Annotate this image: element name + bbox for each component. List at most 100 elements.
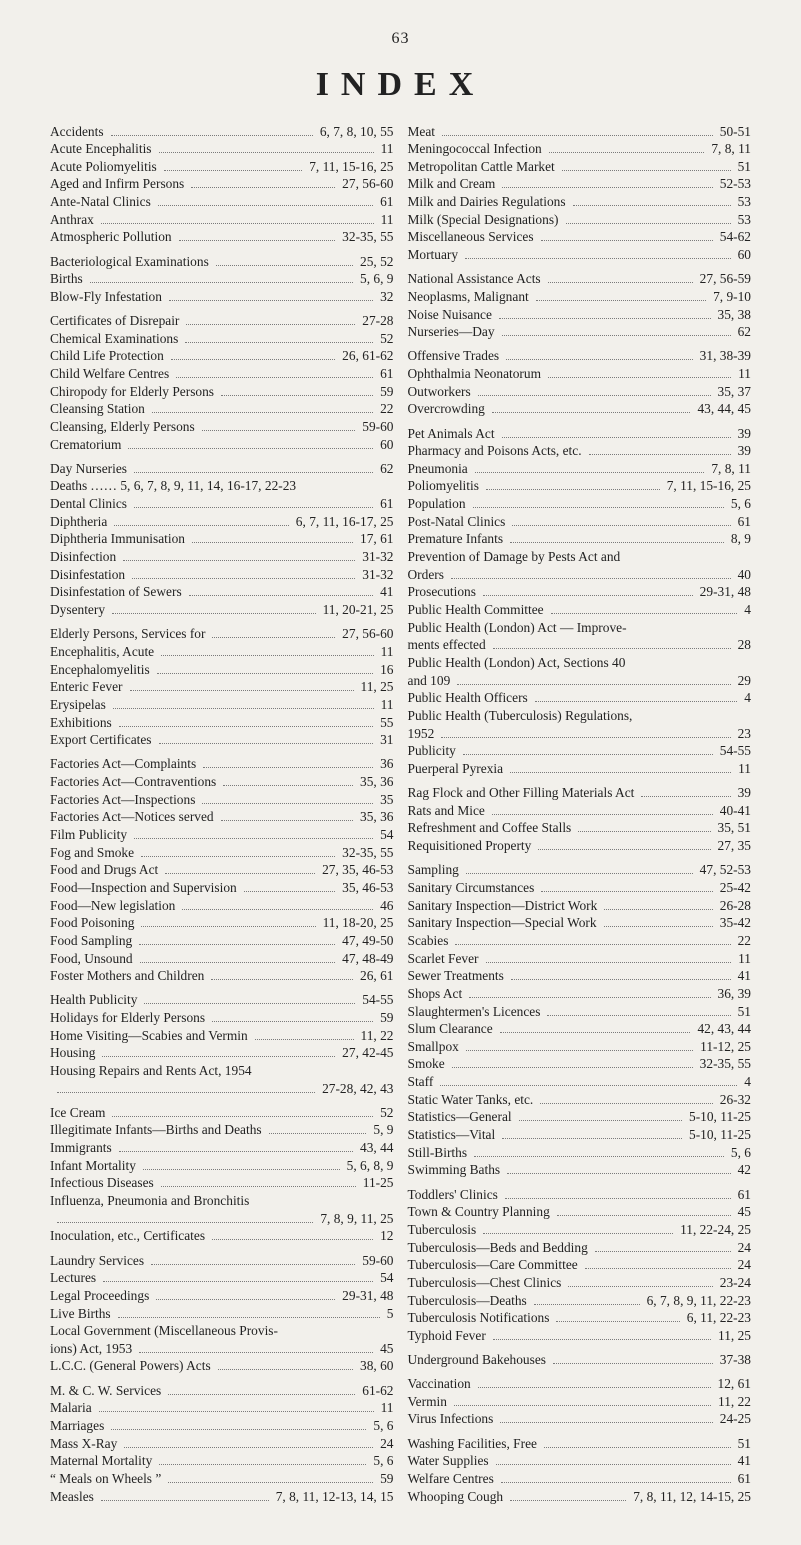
index-term: L.C.C. (General Powers) Acts bbox=[50, 1357, 214, 1374]
index-pages: 31 bbox=[377, 731, 393, 748]
index-entry: Housing Repairs and Rents Act, 1954 bbox=[50, 1062, 394, 1079]
index-entry: Staff4 bbox=[408, 1073, 752, 1090]
index-pages: 60 bbox=[377, 436, 393, 453]
index-term: Whooping Cough bbox=[408, 1488, 507, 1505]
index-term: Blow-Fly Infestation bbox=[50, 288, 165, 305]
dot-leader bbox=[585, 1268, 731, 1269]
dot-leader bbox=[493, 648, 731, 649]
index-entry: Static Water Tanks, etc.26-32 bbox=[408, 1091, 752, 1108]
index-entry: Public Health Officers4 bbox=[408, 689, 752, 706]
index-pages: 41 bbox=[377, 583, 393, 600]
index-pages: 52-53 bbox=[717, 175, 751, 192]
dot-leader bbox=[158, 205, 373, 206]
dot-leader bbox=[132, 578, 355, 579]
index-pages: 12, 61 bbox=[715, 1375, 751, 1392]
dot-leader bbox=[99, 1411, 374, 1412]
index-pages: 54-55 bbox=[717, 742, 751, 759]
index-pages: 4 bbox=[741, 1073, 751, 1090]
index-entry: Milk (Special Designations)53 bbox=[408, 211, 752, 228]
index-pages: 39 bbox=[735, 784, 751, 801]
index-entry: Slaughtermen's Licences51 bbox=[408, 1003, 752, 1020]
index-term: Encephalitis, Acute bbox=[50, 643, 157, 660]
index-term: Live Births bbox=[50, 1305, 114, 1322]
dot-leader bbox=[502, 187, 712, 188]
index-pages: 5, 6, 8, 9 bbox=[344, 1157, 394, 1174]
index-pages: 39 bbox=[735, 442, 751, 459]
index-pages: 16 bbox=[377, 661, 393, 678]
index-entry: Disinfestation of Sewers41 bbox=[50, 583, 394, 600]
index-term: Film Publicity bbox=[50, 826, 130, 843]
index-term: Holidays for Elderly Persons bbox=[50, 1009, 208, 1026]
index-term: Child Life Protection bbox=[50, 347, 167, 364]
index-term: Still-Births bbox=[408, 1144, 471, 1161]
index-term: Water Supplies bbox=[408, 1452, 492, 1469]
index-entry: Public Health Committee4 bbox=[408, 601, 752, 618]
index-term: Food and Drugs Act bbox=[50, 861, 161, 878]
index-term: Welfare Centres bbox=[408, 1470, 497, 1487]
index-entry: Swimming Baths42 bbox=[408, 1161, 752, 1178]
index-entry: Live Births5 bbox=[50, 1305, 394, 1322]
index-entry: Meningococcal Infection7, 8, 11 bbox=[408, 140, 752, 157]
index-term: Chiropody for Elderly Persons bbox=[50, 383, 217, 400]
index-term: Nurseries—Day bbox=[408, 323, 498, 340]
index-term: Swimming Baths bbox=[408, 1161, 504, 1178]
index-entry: Tuberculosis11, 22-24, 25 bbox=[408, 1221, 752, 1238]
index-pages: 11 bbox=[378, 1399, 394, 1416]
index-term: Ophthalmia Neonatorum bbox=[408, 365, 545, 382]
dot-leader bbox=[604, 909, 712, 910]
dot-leader bbox=[139, 944, 335, 945]
index-pages: 23 bbox=[735, 725, 751, 742]
index-term: Malaria bbox=[50, 1399, 95, 1416]
index-pages: 25, 52 bbox=[357, 253, 393, 270]
index-term: Public Health (London) Act — Improve- bbox=[408, 619, 630, 636]
dot-leader bbox=[111, 135, 313, 136]
index-entry: Scabies22 bbox=[408, 932, 752, 949]
index-entry: Slum Clearance42, 43, 44 bbox=[408, 1020, 752, 1037]
index-entry: Premature Infants8, 9 bbox=[408, 530, 752, 547]
right-column: Meat50-51Meningococcal Infection7, 8, 11… bbox=[408, 122, 752, 1505]
index-pages: 32-35, 55 bbox=[339, 844, 393, 861]
index-pages: 35-42 bbox=[717, 914, 751, 931]
index-pages: 43, 44, 45 bbox=[694, 400, 751, 417]
index-term: Overcrowding bbox=[408, 400, 488, 417]
index-pages: 5, 6 bbox=[728, 1144, 751, 1161]
index-term-supplement: …… 5, 6, 7, 8, 9, 11, 14, 16-17, 22-23 bbox=[90, 477, 299, 494]
index-entry: Dental Clinics61 bbox=[50, 495, 394, 512]
index-term: Outworkers bbox=[408, 383, 474, 400]
index-entry: Factories Act—Complaints36 bbox=[50, 755, 394, 772]
dot-leader bbox=[221, 395, 373, 396]
dot-leader bbox=[212, 1239, 373, 1240]
index-entry: Child Welfare Centres61 bbox=[50, 365, 394, 382]
index-entry: 27-28, 42, 43 bbox=[50, 1080, 394, 1097]
dot-leader bbox=[57, 1222, 313, 1223]
dot-leader bbox=[202, 803, 373, 804]
index-entry: Refreshment and Coffee Stalls35, 51 bbox=[408, 819, 752, 836]
index-pages: 53 bbox=[735, 193, 751, 210]
dot-leader bbox=[128, 448, 373, 449]
index-term: Infectious Diseases bbox=[50, 1174, 157, 1191]
index-term: Erysipelas bbox=[50, 696, 109, 713]
dot-leader bbox=[168, 1394, 355, 1395]
index-entry: Sampling47, 52-53 bbox=[408, 861, 752, 878]
index-entry: Metropolitan Cattle Market51 bbox=[408, 158, 752, 175]
index-pages: 4 bbox=[741, 689, 751, 706]
index-entry: Noise Nuisance35, 38 bbox=[408, 306, 752, 323]
dot-leader bbox=[179, 240, 336, 241]
index-entry: Factories Act—Inspections35 bbox=[50, 791, 394, 808]
dot-leader bbox=[549, 152, 705, 153]
index-entry: Sanitary Circumstances25-42 bbox=[408, 879, 752, 896]
index-term: Pneumonia bbox=[408, 460, 471, 477]
index-term: Food, Unsound bbox=[50, 950, 136, 967]
index-entry: Diphtheria Immunisation17, 61 bbox=[50, 530, 394, 547]
index-pages: 11, 20-21, 25 bbox=[320, 601, 394, 618]
index-entry: Prosecutions29-31, 48 bbox=[408, 583, 752, 600]
index-pages: 62 bbox=[735, 323, 751, 340]
index-entry: and 10929 bbox=[408, 672, 752, 689]
index-pages: 22 bbox=[377, 400, 393, 417]
index-entry: Statistics—Vital5-10, 11-25 bbox=[408, 1126, 752, 1143]
dot-leader bbox=[157, 673, 373, 674]
index-entry: Accidents6, 7, 8, 10, 55 bbox=[50, 123, 394, 140]
index-term: Meningococcal Infection bbox=[408, 140, 545, 157]
index-entry: Welfare Centres61 bbox=[408, 1470, 752, 1487]
index-entry: Measles7, 8, 11, 12-13, 14, 15 bbox=[50, 1488, 394, 1505]
